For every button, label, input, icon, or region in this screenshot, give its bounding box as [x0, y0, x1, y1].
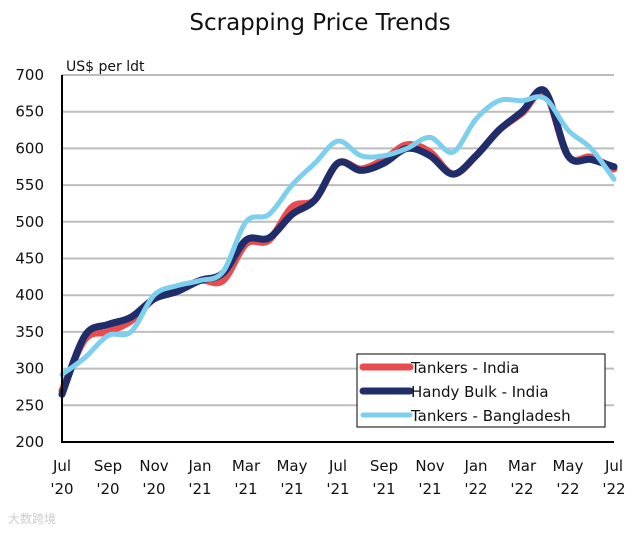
x-tick-label: '20 [96, 480, 119, 498]
x-tick-label: Jul [328, 457, 347, 475]
y-tick-label: 550 [15, 176, 44, 194]
x-tick-label: '22 [602, 480, 625, 498]
x-tick-label: Nov [415, 457, 444, 475]
y-tick-label: 500 [15, 213, 44, 231]
y-tick-label: 200 [15, 433, 44, 451]
y-tick-label: 600 [15, 139, 44, 157]
x-tick-label: Sep [370, 457, 398, 475]
legend-label: Handy Bulk - India [411, 383, 549, 401]
series-line-tankers-bangladesh [59, 94, 617, 377]
x-tick-label: May [276, 457, 307, 475]
x-tick-label: Nov [139, 457, 168, 475]
x-tick-label: '22 [556, 480, 579, 498]
x-tick-label: Mar [232, 457, 261, 475]
y-tick-label: 450 [15, 250, 44, 268]
legend-label: Tankers - Bangladesh [410, 407, 571, 425]
y-tick-label: 400 [15, 286, 44, 304]
legend: Tankers - India Handy Bulk - India Tankers… [356, 353, 606, 428]
x-tick-label: Jul [604, 457, 623, 475]
y-tick-label: 350 [15, 323, 44, 341]
x-tick-label: Jan [187, 457, 211, 475]
x-tick-label: Mar [508, 457, 537, 475]
x-tick-label: '22 [464, 480, 487, 498]
chart-title: Scrapping Price Trends [189, 10, 450, 36]
x-tick-label: May [552, 457, 583, 475]
watermark: 大数跨境 [8, 512, 57, 526]
x-tick-label: Jul [52, 457, 71, 475]
y-tick-label: 250 [15, 396, 44, 414]
x-tick-label: Sep [94, 457, 122, 475]
x-tick-label: '21 [280, 480, 303, 498]
x-tick-label: '21 [372, 480, 395, 498]
y-tick-label: 300 [15, 360, 44, 378]
x-tick-label: '20 [142, 480, 165, 498]
legend-label: Tankers - India [410, 359, 520, 377]
series-line-handy-bulk-india [58, 86, 618, 398]
y-axis-label: US$ per ldt [66, 59, 145, 75]
x-tick-label: '20 [50, 480, 73, 498]
x-tick-label: '22 [510, 480, 533, 498]
x-tick-label: Jan [463, 457, 487, 475]
x-tick-label: '21 [326, 480, 349, 498]
x-tick-label: '21 [234, 480, 257, 498]
x-tick-label: '21 [418, 480, 441, 498]
x-tick-label: '21 [188, 480, 211, 498]
series-line-tankers-india [58, 88, 618, 395]
y-tick-label: 700 [15, 66, 44, 84]
y-tick-label: 650 [15, 103, 44, 121]
